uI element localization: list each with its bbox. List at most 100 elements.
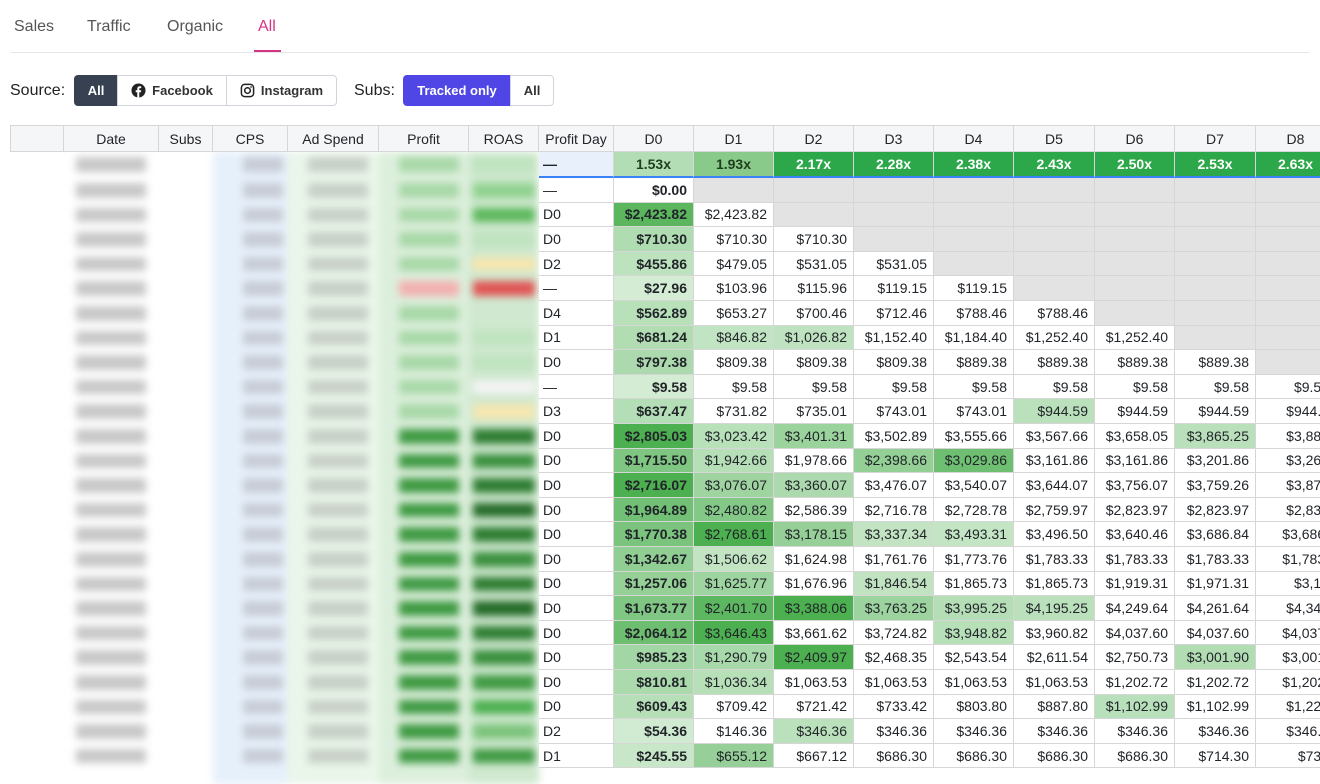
empty-cell (1175, 301, 1256, 326)
profit-day: D0 (539, 620, 614, 646)
cohort-cell: $797.38 (614, 350, 694, 375)
cohort-cell: $1,770.38 (614, 522, 694, 547)
tab[interactable]: Sales (14, 18, 55, 35)
cohort-cell: $3,686. (1256, 522, 1320, 547)
tab[interactable]: Traffic (87, 18, 131, 35)
tab-underline (254, 50, 281, 52)
cohort-cell: $2,716.78 (854, 497, 934, 523)
empty-cell (1175, 325, 1256, 351)
cohort-cell: $531.05 (774, 251, 854, 277)
empty-cell (1014, 251, 1095, 277)
cohort-cell: $2,586.39 (774, 497, 854, 523)
cohort-cell: $4,037. (1256, 620, 1320, 646)
cohort-cell: $3,646.43 (694, 620, 774, 646)
blur-block (473, 404, 535, 419)
cohort-cell: $3,759.26 (1175, 473, 1256, 498)
empty-cell (1095, 276, 1175, 301)
blur-block (473, 306, 535, 321)
blur-block (308, 601, 368, 616)
empty-cell (1014, 276, 1095, 301)
blur-block (243, 429, 283, 444)
cohort-cell: $3,658.05 (1095, 424, 1175, 449)
cohort-cell: $2,768.61 (694, 522, 774, 547)
empty-cell (1256, 202, 1320, 228)
cohort-cell: $4,037.60 (1175, 620, 1256, 646)
subs-button[interactable]: All (510, 75, 554, 106)
blur-block (243, 699, 283, 715)
blur-block (473, 576, 535, 592)
cohort-cell: $531.05 (854, 251, 934, 277)
blur-block (243, 724, 283, 739)
tab-active[interactable]: All (258, 18, 276, 35)
cohort-cell: $3,178.15 (774, 522, 854, 547)
blur-block (473, 330, 535, 346)
cohort-cell: $944.5 (1256, 399, 1320, 424)
cohort-cell: $743.01 (854, 399, 934, 424)
blur-block (308, 306, 368, 321)
cohort-cell: $1,202.72 (1095, 670, 1175, 695)
column-header: D4 (934, 125, 1014, 152)
blur-block (308, 355, 368, 370)
cohort-cell: $27.96 (614, 276, 694, 301)
cohort-cell: $1,846.54 (854, 571, 934, 597)
cohort-cell: $810.81 (614, 670, 694, 695)
column-header: D0 (614, 125, 694, 152)
cohort-cell: $103.96 (694, 276, 774, 301)
blur-block (243, 527, 283, 542)
empty-cell (1095, 202, 1175, 228)
cohort-cell: $3,995.25 (934, 596, 1014, 621)
blur-block (76, 650, 146, 665)
blur-block (243, 650, 283, 665)
blur-block (308, 232, 368, 247)
cohort-cell: $1,964.89 (614, 497, 694, 523)
cohort-cell: $3,029.86 (934, 448, 1014, 474)
cohort-cell: $1,676.96 (774, 571, 854, 597)
blur-block (308, 748, 368, 764)
cohort-cell: $1,783.33 (1095, 547, 1175, 572)
cohort-cell: $1,783.33 (1175, 547, 1256, 572)
blur-block (243, 675, 283, 690)
blur-block (399, 724, 459, 739)
blur-block (243, 748, 283, 764)
cohort-cell: $9.58 (774, 374, 854, 400)
blur-block (243, 576, 283, 592)
total-roas: 2.63x (1256, 152, 1320, 178)
empty-cell (1256, 350, 1320, 375)
blur-block (473, 429, 535, 444)
blur-block (243, 601, 283, 616)
cohort-cell: $3,401.31 (774, 424, 854, 449)
source-button[interactable]: Facebook (117, 75, 227, 106)
profit-day: D0 (539, 547, 614, 572)
cohort-cell: $3,960.82 (1014, 620, 1095, 646)
empty-cell (1175, 276, 1256, 301)
cohort-cell: $3,555.66 (934, 424, 1014, 449)
cohort-cell: $3,12 (1256, 571, 1320, 597)
blur-block (473, 478, 535, 493)
cohort-cell: $2,759.97 (1014, 497, 1095, 523)
cohort-cell: $944.59 (1175, 399, 1256, 424)
cohort-cell: $245.55 (614, 743, 694, 769)
cohort-cell: $54.36 (614, 719, 694, 744)
cohort-cell: $3,865.25 (1175, 424, 1256, 449)
source-button[interactable]: Instagram (226, 75, 337, 106)
cohort-cell: $3,567.66 (1014, 424, 1095, 449)
cohort-cell: $681.24 (614, 325, 694, 351)
blur-block (473, 748, 535, 764)
blur-block (308, 478, 368, 493)
subs-button[interactable]: Tracked only (403, 75, 511, 106)
empty-cell (1256, 227, 1320, 252)
blur-block (243, 502, 283, 518)
tab[interactable]: Organic (167, 18, 224, 35)
cohort-cell: $4,345 (1256, 596, 1320, 621)
empty-cell (694, 178, 774, 203)
cohort-cell: $3,496.50 (1014, 522, 1095, 547)
blur-column (10, 152, 64, 784)
blur-block (76, 576, 146, 592)
empty-cell (1014, 178, 1095, 203)
profit-day: D1 (539, 325, 614, 351)
cohort-cell: $846.82 (694, 325, 774, 351)
profit-day: D0 (539, 670, 614, 695)
header-cell (10, 125, 64, 152)
cohort-cell: $985.23 (614, 645, 694, 670)
cohort-cell: $2,480.82 (694, 497, 774, 523)
